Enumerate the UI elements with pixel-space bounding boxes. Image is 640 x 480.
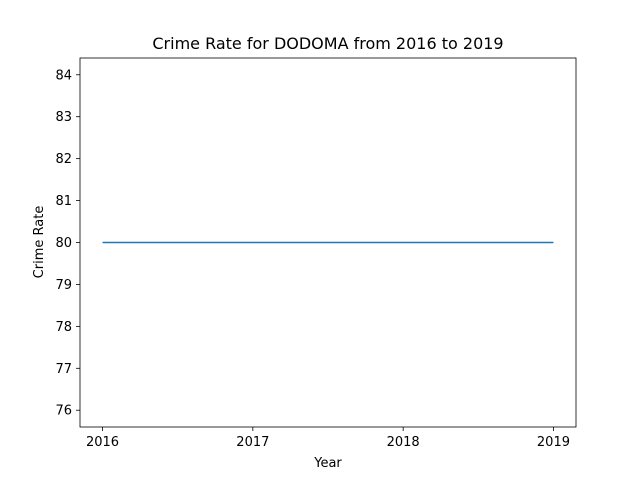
y-tick-label-78: 78: [55, 320, 72, 335]
y-tick-label-79: 79: [55, 278, 72, 293]
y-tick-label-82: 82: [55, 152, 72, 167]
y-tick-label-83: 83: [55, 110, 72, 125]
y-tick-label-77: 77: [55, 362, 72, 377]
y-tick-label-76: 76: [55, 404, 72, 419]
x-tick-label-2017: 2017: [236, 435, 269, 450]
x-tick-label-2018: 2018: [387, 435, 420, 450]
x-tick-label-2016: 2016: [86, 435, 119, 450]
y-tick-label-80: 80: [55, 236, 72, 251]
y-tick-label-81: 81: [55, 194, 72, 209]
y-axis-title: Crime Rate: [32, 206, 47, 279]
chart-title: Crime Rate for DODOMA from 2016 to 2019: [152, 34, 503, 53]
x-tick-label-2019: 2019: [537, 435, 570, 450]
y-tick-label-84: 84: [55, 68, 72, 83]
plot-area: 2016 2017 2018 2019 76 77 78 79 80 81 82 83 84: [55, 57, 577, 450]
x-axis-title: Year: [313, 456, 342, 471]
